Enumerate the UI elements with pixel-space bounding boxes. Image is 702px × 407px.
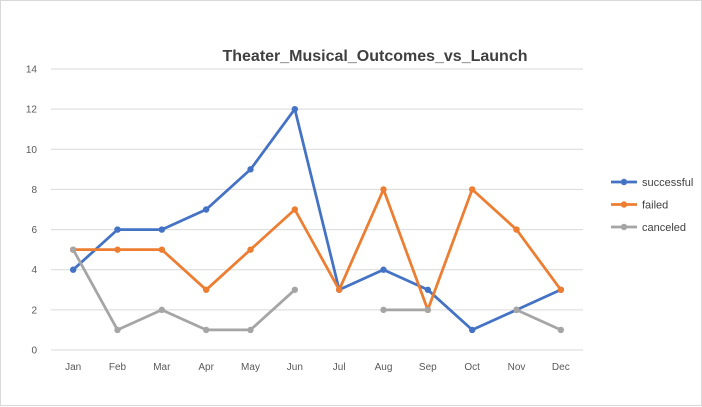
legend-item-canceled: canceled (611, 222, 686, 234)
data-point-successful (291, 105, 299, 113)
legend-item-failed: failed (611, 200, 668, 212)
data-point-canceled (247, 326, 254, 334)
data-point-canceled (380, 306, 387, 314)
data-point-failed (202, 286, 210, 293)
y-axis-ticks: 0 2 4 6 8 10 12 14 (26, 65, 38, 357)
legend-swatch-marker (620, 223, 628, 231)
x-tick-label: May (241, 362, 260, 373)
data-point-successful (114, 226, 121, 233)
legend-label: successful (642, 177, 693, 189)
x-axis-ticks: Jan Feb Mar Apr May Jun Jul Aug Sep Oct Nov Dec (65, 362, 570, 373)
series-successful (69, 105, 565, 334)
data-point-canceled (291, 286, 299, 293)
data-point-canceled (557, 326, 565, 334)
x-tick-label: Sep (419, 362, 437, 373)
series-line-failed (71, 188, 563, 312)
y-tick-label: 10 (26, 145, 38, 156)
y-tick-label: 12 (26, 105, 38, 116)
data-point-failed (291, 206, 299, 213)
x-tick-label: Dec (552, 362, 570, 373)
y-tick-label: 6 (31, 225, 37, 236)
data-point-failed (158, 246, 166, 253)
x-tick-label: Oct (464, 362, 480, 373)
chart-title: Theater_Musical_Outcomes_vs_Launch (222, 48, 527, 65)
x-tick-label: Aug (375, 362, 393, 373)
data-point-canceled (158, 306, 166, 314)
y-tick-label: 4 (31, 265, 37, 276)
x-tick-label: Feb (109, 362, 127, 373)
series-line-canceled (71, 248, 297, 332)
y-tick-label: 14 (26, 65, 38, 76)
legend-label: canceled (642, 222, 686, 234)
y-tick-label: 0 (31, 346, 37, 357)
series-failed (69, 186, 565, 314)
data-point-failed (247, 246, 254, 253)
data-point-canceled (513, 306, 520, 314)
data-point-successful (424, 286, 432, 293)
data-point-successful (202, 206, 210, 213)
x-tick-label: Nov (508, 362, 526, 373)
gridlines (51, 68, 583, 351)
series-line-successful (71, 107, 563, 332)
data-point-failed (380, 186, 387, 193)
data-point-failed (468, 186, 476, 193)
data-point-canceled (202, 326, 210, 334)
data-point-failed (335, 286, 343, 293)
data-point-canceled (69, 246, 77, 253)
legend-swatch-marker (620, 178, 628, 186)
data-point-canceled (424, 306, 432, 314)
x-tick-label: Jul (333, 362, 346, 373)
x-tick-label: Jan (65, 362, 81, 373)
series-canceled (69, 246, 565, 334)
data-point-failed (513, 226, 520, 233)
data-point-successful (158, 226, 166, 233)
legend-swatch-marker (620, 201, 628, 208)
y-tick-label: 8 (31, 185, 37, 196)
series-lines (69, 105, 565, 334)
legend-label: failed (642, 200, 668, 212)
data-point-successful (247, 166, 254, 173)
x-tick-label: Apr (198, 362, 214, 373)
data-point-successful (69, 266, 77, 273)
x-tick-label: Jun (287, 362, 303, 373)
data-point-successful (468, 326, 476, 334)
legend: successful failed canceled (611, 177, 693, 234)
data-point-canceled (114, 326, 121, 334)
series-line-canceled (515, 308, 563, 332)
data-point-failed (557, 286, 565, 293)
data-point-failed (114, 246, 121, 253)
legend-item-successful: successful (611, 177, 693, 189)
y-tick-label: 2 (31, 305, 37, 316)
data-point-successful (380, 266, 387, 273)
x-tick-label: Mar (153, 362, 171, 373)
